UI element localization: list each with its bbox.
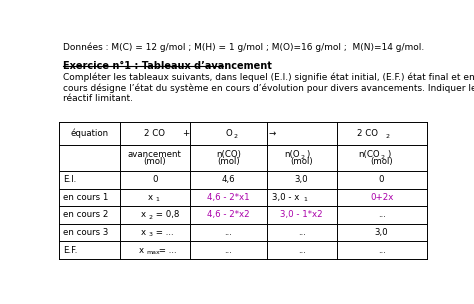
- Text: avancement: avancement: [128, 150, 182, 159]
- Text: 0+2x: 0+2x: [370, 193, 393, 202]
- Text: 2: 2: [381, 155, 384, 160]
- Text: 4,6: 4,6: [221, 175, 235, 184]
- Text: x: x: [148, 193, 153, 202]
- Text: 2 CO: 2 CO: [357, 129, 378, 138]
- Text: Exercice n°1 : Tableaux d’avancement: Exercice n°1 : Tableaux d’avancement: [63, 61, 272, 71]
- Text: 3,0: 3,0: [295, 175, 309, 184]
- Text: E.I.: E.I.: [63, 175, 76, 184]
- Text: ...: ...: [224, 228, 232, 237]
- Text: 0: 0: [379, 175, 384, 184]
- Text: +: +: [182, 129, 190, 138]
- Text: = 0,8: = 0,8: [153, 210, 179, 219]
- Text: ...: ...: [298, 228, 306, 237]
- Text: Données : M(C) = 12 g/mol ; M(H) = 1 g/mol ; M(O)=16 g/mol ;  M(N)=14 g/mol.: Données : M(C) = 12 g/mol ; M(H) = 1 g/m…: [63, 42, 424, 52]
- Text: ...: ...: [378, 210, 385, 219]
- Text: (mol): (mol): [144, 157, 166, 166]
- Text: n(CO: n(CO: [358, 150, 380, 159]
- Text: x: x: [140, 210, 146, 219]
- Text: 1: 1: [155, 197, 159, 202]
- Text: ...: ...: [224, 246, 232, 254]
- Text: Compléter les tableaux suivants, dans lequel (E.I.) signifie état initial, (E.F.: Compléter les tableaux suivants, dans le…: [63, 73, 474, 82]
- Text: n(O: n(O: [284, 150, 300, 159]
- Text: 1: 1: [303, 197, 308, 202]
- Text: réactif limitant.: réactif limitant.: [63, 94, 133, 103]
- Text: 0: 0: [152, 175, 157, 184]
- Text: x: x: [138, 246, 144, 254]
- Text: x: x: [140, 228, 146, 237]
- Text: ...: ...: [378, 246, 385, 254]
- Text: 3: 3: [148, 232, 152, 237]
- Text: O: O: [225, 129, 232, 138]
- Text: 2 CO: 2 CO: [144, 129, 165, 138]
- Text: ...: ...: [298, 246, 306, 254]
- Text: (mol): (mol): [370, 157, 393, 166]
- Text: 3,0 - 1*x2: 3,0 - 1*x2: [281, 210, 323, 219]
- Text: 2: 2: [148, 215, 152, 220]
- Text: en cours 3: en cours 3: [63, 228, 108, 237]
- Text: max: max: [146, 250, 160, 255]
- Text: ): ): [306, 150, 310, 159]
- Text: (mol): (mol): [291, 157, 313, 166]
- Text: 4,6 - 2*x2: 4,6 - 2*x2: [207, 210, 249, 219]
- Text: en cours 1: en cours 1: [63, 193, 108, 202]
- Text: 2: 2: [233, 134, 237, 139]
- Text: 4,6 - 2*x1: 4,6 - 2*x1: [207, 193, 249, 202]
- Text: →: →: [269, 129, 276, 138]
- Text: 2: 2: [301, 155, 305, 160]
- Text: en cours 2: en cours 2: [63, 210, 108, 219]
- Text: = ...: = ...: [153, 228, 173, 237]
- Text: ): ): [387, 150, 391, 159]
- Text: 2: 2: [385, 134, 389, 139]
- Text: = ...: = ...: [156, 246, 177, 254]
- Text: E.F.: E.F.: [63, 246, 77, 254]
- Text: (mol): (mol): [217, 157, 239, 166]
- Text: cours désigne l’état du système en cours d’évolution pour divers avancements. In: cours désigne l’état du système en cours…: [63, 83, 474, 93]
- Text: équation: équation: [71, 129, 109, 138]
- Text: 3,0 - x: 3,0 - x: [273, 193, 300, 202]
- Text: n(CO): n(CO): [216, 150, 241, 159]
- Text: 3,0: 3,0: [375, 228, 388, 237]
